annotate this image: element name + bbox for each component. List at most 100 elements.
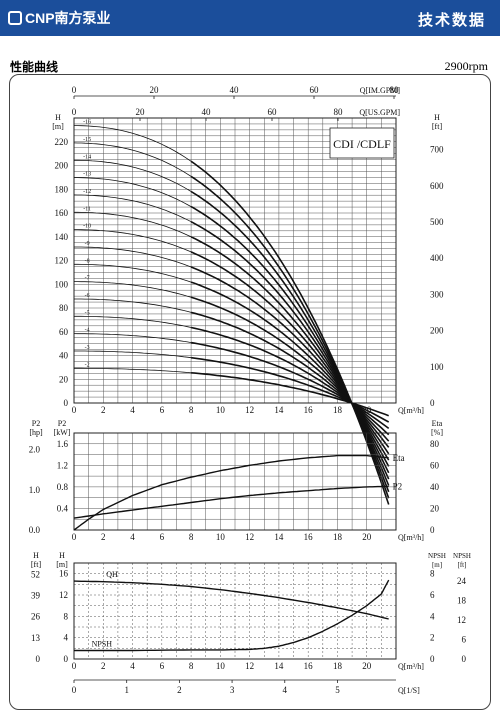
npsh-ft-tick-label: 18: [457, 595, 467, 605]
eta-tick-label: 40: [430, 482, 440, 492]
npsh-m-tick-label: 4: [430, 611, 435, 621]
stage-curve-light: [74, 177, 192, 207]
eta-tick-label: 20: [430, 503, 440, 513]
q-tick-label: 14: [274, 532, 284, 542]
us-tick-label: 40: [202, 107, 212, 117]
ls-tick-label: 4: [283, 685, 288, 695]
q-axis-label: Q[m³/h]: [398, 662, 424, 671]
section-title: 性能曲线: [10, 60, 59, 74]
q-tick-label: 10: [216, 532, 226, 542]
q-tick-label: 6: [160, 532, 165, 542]
q-tick-label: 6: [160, 405, 165, 415]
npsh-m-axis-unit: [m]: [432, 561, 442, 569]
us-tick-label: 20: [136, 107, 146, 117]
ls-tick-label: 1: [124, 685, 129, 695]
stage-label: -3: [85, 345, 90, 351]
q-tick-label: 2: [101, 405, 106, 415]
npsh-m-tick-label: 6: [430, 590, 435, 600]
stage-label: -4: [85, 328, 90, 334]
chart-panel: [9, 74, 491, 710]
stage-label: -9: [85, 241, 90, 247]
stage-curve-light: [74, 315, 192, 328]
stage-label: -12: [83, 189, 91, 195]
p2-kw-tick-label: 0.4: [57, 503, 69, 513]
speed-label: 2900rpm: [444, 59, 488, 73]
im-tick-label: 60: [310, 85, 320, 95]
q-tick-label: 8: [189, 661, 194, 671]
npsh-m-tick-label: 0: [430, 654, 435, 664]
q-tick-label: 0: [72, 405, 77, 415]
im-tick-label: 20: [150, 85, 160, 95]
q-tick-label: 14: [274, 405, 284, 415]
stage-label: -8: [85, 258, 90, 264]
h-ft-tick-label: 39: [31, 591, 41, 601]
stage-curve-light: [74, 367, 192, 374]
stage-curve-light: [74, 298, 192, 313]
series-npsh-label: NPSH: [92, 639, 113, 648]
stage-curve-light: [73, 194, 192, 223]
im-tick-label: 80: [390, 85, 400, 95]
p2-hp-tick-label: 2.0: [29, 445, 41, 455]
chart-frame: [73, 432, 397, 531]
npsh-ft-tick-label: 6: [462, 634, 467, 644]
eta-tick-label: 0: [430, 525, 435, 535]
stage-label: -13: [83, 172, 91, 178]
eta-tick-label: 80: [430, 439, 440, 449]
header-bar: CNP南方泵业 技术数据: [0, 0, 500, 36]
h-ft-tick-label: 500: [430, 217, 444, 227]
ls-tick-label: 5: [335, 685, 340, 695]
q-tick-label: 4: [130, 405, 135, 415]
stage-label: -14: [83, 154, 91, 160]
p2-kw-tick-label: 0.8: [57, 482, 69, 492]
stage-label: -15: [83, 137, 91, 143]
npsh-m-axis-label: NPSH: [428, 552, 446, 560]
q-tick-label: 12: [245, 661, 254, 671]
q-tick-label: 8: [189, 532, 194, 542]
h-m-axis-unit: [m]: [56, 560, 68, 569]
h-m-tick-label: 4: [64, 633, 69, 643]
q-tick-label: 18: [333, 661, 343, 671]
series-eta-line: [73, 454, 389, 531]
stage-label: -5: [85, 310, 90, 316]
h-m-tick-label: 0: [64, 654, 69, 664]
h-ft-axis-label: H: [33, 551, 39, 560]
h-m-tick-label: 160: [55, 208, 69, 218]
h-m-tick-label: 180: [55, 184, 69, 194]
p2-kw-axis-unit: [kW]: [54, 428, 71, 437]
h-m-tick-label: 0: [64, 398, 69, 408]
model-label-box: [329, 127, 395, 159]
p2-hp-tick-label: 1.0: [29, 485, 41, 495]
chart-frame: [73, 562, 397, 660]
stage-curve-light: [74, 246, 192, 268]
h-m-tick-label: 20: [59, 374, 69, 384]
im-tick-label: 0: [72, 85, 77, 95]
stage-curve: [190, 160, 390, 505]
h-ft-tick-label: 0: [430, 398, 435, 408]
im-tick-label: 40: [230, 85, 240, 95]
brand-logo: CNP南方泵业: [8, 8, 111, 28]
q-tick-label: 20: [362, 661, 372, 671]
stage-label: -10: [83, 224, 91, 230]
q-axis-label: Q[m³/h]: [398, 406, 424, 415]
series-p2-label: P2: [393, 481, 403, 491]
q-tick-label: 20: [362, 532, 372, 542]
stage-label: -2: [85, 362, 90, 368]
stage-label: -6: [85, 293, 90, 299]
q-tick-label: 4: [130, 661, 135, 671]
h-m-axis-label: H: [55, 113, 61, 122]
ls-tick-label: 0: [72, 685, 77, 695]
series-p2-line: [73, 485, 389, 519]
h-m-tick-label: 220: [55, 137, 69, 147]
npsh-ft-tick-label: 12: [457, 615, 466, 625]
eta-tick-label: 60: [430, 460, 440, 470]
series-qh-label: QH: [106, 570, 118, 579]
q-tick-label: 0: [72, 661, 77, 671]
p2-kw-tick-label: 1.6: [57, 439, 69, 449]
brand-mark-icon: [8, 11, 22, 25]
us-tick-label: 80: [334, 107, 344, 117]
q-tick-label: 12: [245, 532, 254, 542]
q-tick-label: 14: [274, 661, 284, 671]
h-ft-tick-label: 700: [430, 145, 444, 155]
stage-curve-light: [73, 333, 192, 343]
